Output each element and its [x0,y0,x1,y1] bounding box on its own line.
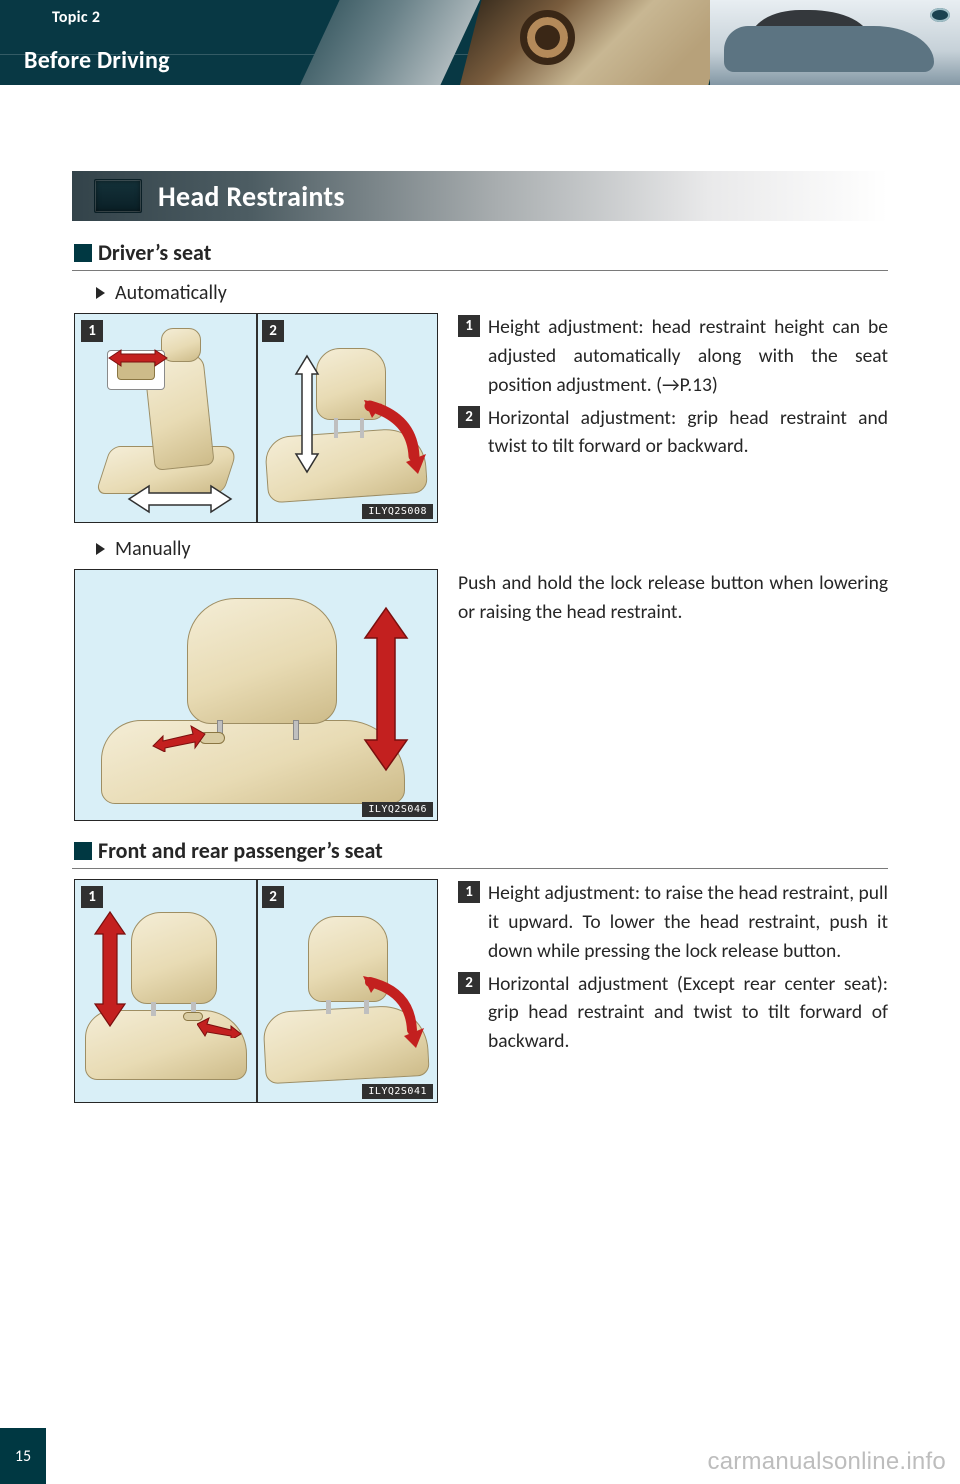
white-arrow-icon [125,482,235,516]
item-text: Height adjustment: head restraint height… [488,313,888,400]
block-driver-manual: ILYQ2S046 Push and hold the lock release… [74,569,888,821]
item-text: Height adjustment: to raise the head res… [488,879,888,966]
watermark: carmanualsonline.info [707,1448,946,1476]
figure-passenger: 1 2 [74,879,438,1103]
figure-driver-manual: ILYQ2S046 [74,569,438,821]
figure-code: ILYQ2S041 [362,1084,433,1099]
red-double-arrow-icon [361,606,411,772]
list-item: 2 Horizontal adjustment: grip head restr… [458,404,888,462]
red-arrow-icon [107,348,169,368]
curved-red-arrow-icon [360,400,430,480]
triangle-bullet-icon [96,287,105,299]
illustration-passenger-tilt [256,880,437,1102]
badge-2: 2 [458,406,480,428]
title-text: Head Restraints [158,179,345,214]
subheading-passenger: Front and rear passenger’s seat [74,837,888,864]
banner-photo-door [300,0,480,85]
block-driver-auto: 1 2 [74,313,888,523]
red-arrow-icon [151,724,207,752]
item-text: Horizontal adjustment: grip head restrai… [488,404,888,462]
red-arrow-icon [197,1016,243,1038]
desc-passenger: 1 Height adjustment: to raise the head r… [458,879,888,1103]
block-passenger: 1 2 [74,879,888,1103]
illustration-passenger-height [75,880,256,1102]
square-bullet-icon [74,244,92,262]
subheading-passenger-text: Front and rear passenger’s seat [98,837,383,864]
square-bullet-icon [74,842,92,860]
bullet-automatically: Automatically [96,281,888,305]
illustration-headrest-tilt [256,314,437,522]
item-text: Horizontal adjustment (Except rear cente… [488,970,888,1057]
white-arrow-icon [294,354,320,474]
title-icon [94,179,142,213]
list-item: 1 Height adjustment: head restraint heig… [458,313,888,400]
page-number: 15 [15,1447,31,1466]
page-content: Head Restraints Driver’s seat Automatica… [0,85,960,1103]
illustration-seat-auto [75,314,256,522]
rule [72,868,888,869]
bullet-manually: Manually [96,537,888,561]
rule [72,270,888,271]
bullet-automatically-text: Automatically [115,281,227,305]
title-bar: Head Restraints [72,171,888,221]
section-title: Before Driving [24,46,170,75]
subheading-driver: Driver’s seat [74,239,888,266]
badge-1: 1 [458,315,480,337]
header-banner: Topic 2 Before Driving [0,0,960,85]
red-double-arrow-icon [93,910,127,1028]
desc-driver-auto: 1 Height adjustment: head restraint heig… [458,313,888,523]
list-item: 1 Height adjustment: to raise the head r… [458,879,888,966]
subheading-driver-text: Driver’s seat [98,239,211,266]
figure-driver-auto: 1 2 [74,313,438,523]
figure-code: ILYQ2S008 [362,504,433,519]
bullet-manually-text: Manually [115,537,191,561]
triangle-bullet-icon [96,543,105,555]
illustration-manual [75,570,437,820]
topic-label: Topic 2 [52,8,100,27]
desc-driver-manual: Push and hold the lock release button wh… [458,569,888,821]
list-item: 2 Horizontal adjustment (Except rear cen… [458,970,888,1057]
page-number-tab: 15 [0,1428,46,1484]
banner-photo-interior [460,0,730,85]
badge-1: 1 [458,881,480,903]
manual-text: Push and hold the lock release button wh… [458,569,888,627]
banner-images [300,0,960,85]
figure-code: ILYQ2S046 [362,802,433,817]
curved-red-arrow-icon [360,976,430,1054]
badge-2: 2 [458,972,480,994]
lexus-badge-icon [930,8,950,22]
banner-photo-car [710,0,960,85]
